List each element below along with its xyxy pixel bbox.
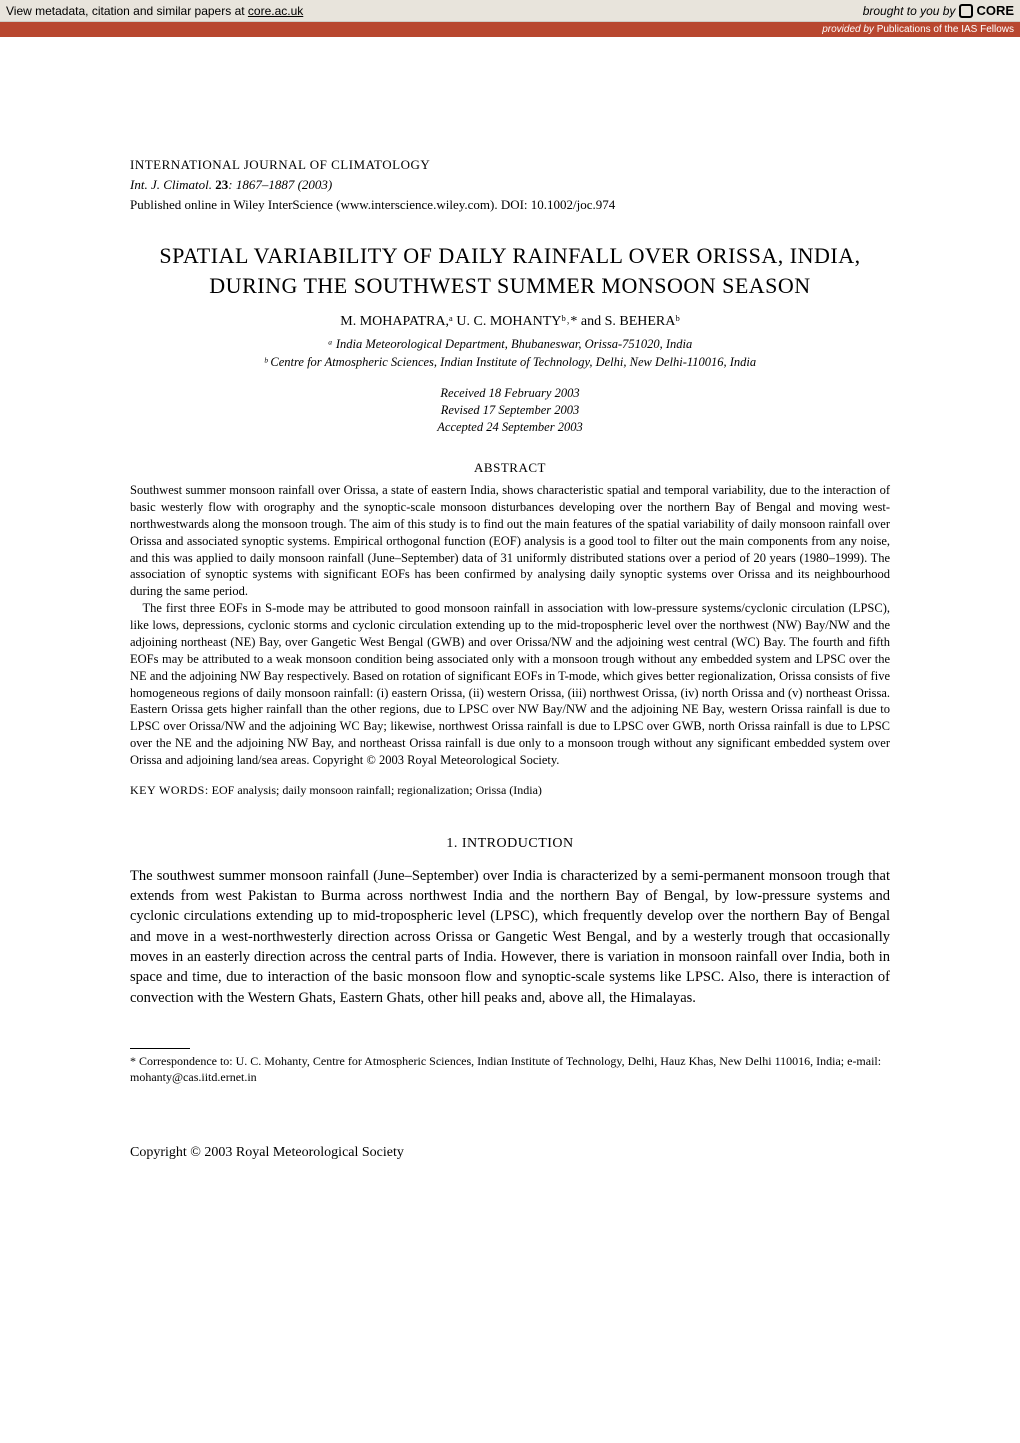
core-logo-text: CORE [976, 3, 1014, 18]
abstract-p2: The first three EOFs in S-mode may be at… [130, 600, 890, 769]
article-title: SPATIAL VARIABILITY OF DAILY RAINFALL OV… [130, 241, 890, 300]
date-accepted: Accepted 24 September 2003 [130, 419, 890, 436]
journal-name: INTERNATIONAL JOURNAL OF CLIMATOLOGY [130, 157, 890, 173]
affiliation-b: ᵇ Centre for Atmospheric Sciences, India… [130, 354, 890, 372]
banner-brought: brought to you by [863, 4, 956, 18]
abstract-p1: Southwest summer monsoon rainfall over O… [130, 482, 890, 600]
section-1-body: The southwest summer monsoon rainfall (J… [130, 866, 890, 1008]
core-logo[interactable]: CORE [959, 3, 1014, 18]
publication-line: Published online in Wiley InterScience (… [130, 197, 890, 213]
date-received: Received 18 February 2003 [130, 385, 890, 402]
correspondence-footnote: * Correspondence to: U. C. Mohanty, Cent… [130, 1053, 890, 1085]
provided-bar: provided by Publications of the IAS Fell… [0, 22, 1020, 37]
journal-pages: 1867–1887 (2003) [236, 177, 332, 192]
dates-block: Received 18 February 2003 Revised 17 Sep… [130, 385, 890, 436]
date-revised: Revised 17 September 2003 [130, 402, 890, 419]
core-logo-icon [959, 4, 973, 18]
banner-left: View metadata, citation and similar pape… [6, 4, 303, 18]
keywords-label: KEY WORDS: [130, 783, 209, 797]
journal-volume: 23 [215, 177, 228, 192]
journal-header: INTERNATIONAL JOURNAL OF CLIMATOLOGY Int… [130, 157, 890, 213]
section-1-heading: 1. INTRODUCTION [130, 836, 890, 852]
affiliation-a: ᵃ India Meteorological Department, Bhuba… [130, 336, 890, 354]
affiliations: ᵃ India Meteorological Department, Bhuba… [130, 336, 890, 371]
journal-abbrev: Int. J. Climatol. [130, 177, 212, 192]
journal-ref: Int. J. Climatol. 23: 1867–1887 (2003) [130, 177, 890, 193]
title-line-1: SPATIAL VARIABILITY OF DAILY RAINFALL OV… [130, 241, 890, 271]
banner-right: brought to you by CORE [863, 3, 1014, 18]
authors: M. MOHAPATRA,ᵃ U. C. MOHANTYᵇ˒* and S. B… [130, 314, 890, 330]
copyright: Copyright © 2003 Royal Meteorological So… [130, 1145, 890, 1161]
abstract-heading: ABSTRACT [130, 460, 890, 476]
core-link[interactable]: core.ac.uk [248, 4, 303, 18]
keywords: KEY WORDS: EOF analysis; daily monsoon r… [130, 783, 890, 798]
page-content: INTERNATIONAL JOURNAL OF CLIMATOLOGY Int… [0, 37, 1020, 1221]
title-line-2: DURING THE SOUTHWEST SUMMER MONSOON SEAS… [130, 271, 890, 301]
keywords-text: EOF analysis; daily monsoon rainfall; re… [212, 783, 542, 797]
footnote-rule [130, 1048, 190, 1049]
provided-source: Publications of the IAS Fellows [877, 24, 1014, 35]
provided-label: provided by [822, 24, 874, 35]
abstract-body: Southwest summer monsoon rainfall over O… [130, 482, 890, 769]
banner-prefix: View metadata, citation and similar pape… [6, 4, 248, 18]
core-banner: View metadata, citation and similar pape… [0, 0, 1020, 22]
